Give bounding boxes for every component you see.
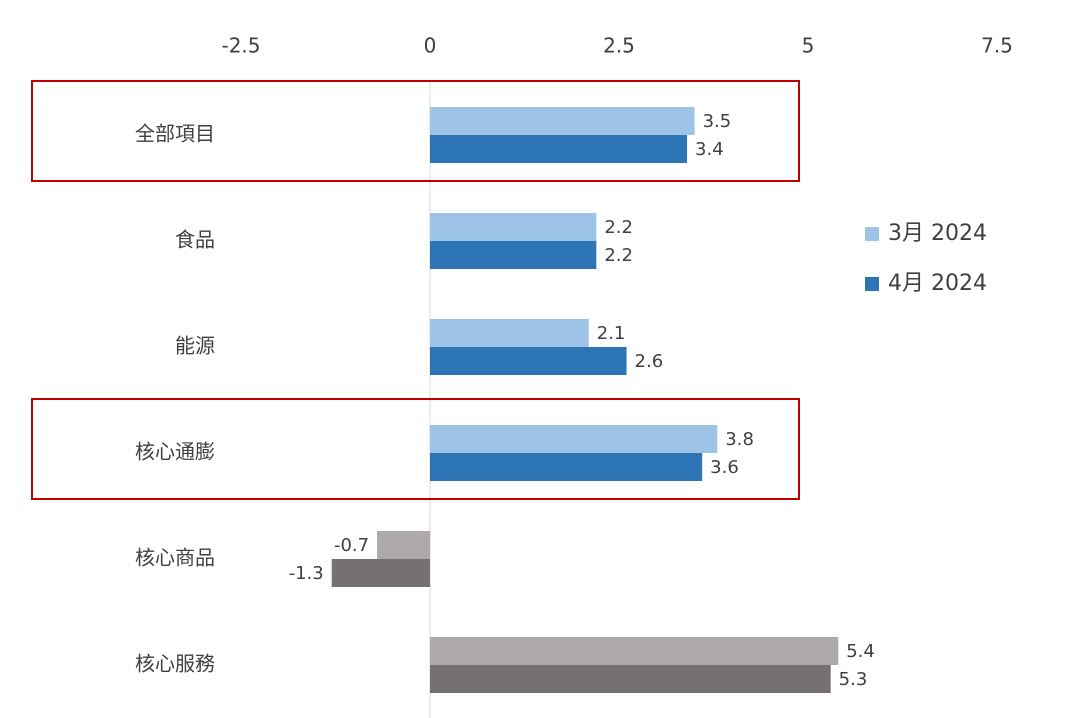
value-label: 2.2	[604, 245, 633, 266]
y-tick-label: 全部項目	[135, 122, 215, 146]
bar	[331, 559, 430, 587]
legend-label: 4月 2024	[888, 271, 987, 296]
value-label: 3.6	[710, 457, 739, 478]
bar	[430, 453, 703, 481]
value-label: -0.7	[334, 535, 369, 556]
x-tick-label: 7.5	[981, 34, 1013, 58]
bar	[430, 637, 839, 665]
y-tick-label: 核心商品	[135, 546, 215, 570]
bar	[430, 425, 718, 453]
bar	[430, 347, 627, 375]
y-tick-label: 食品	[175, 228, 215, 252]
value-label: 3.4	[695, 139, 724, 160]
value-label: 3.8	[725, 429, 754, 450]
value-label: 2.1	[597, 323, 626, 344]
value-label: -1.3	[289, 563, 324, 584]
value-label: 3.5	[703, 111, 732, 132]
y-tick-label: 能源	[175, 334, 215, 358]
y-tick-label: 核心通膨	[135, 440, 215, 464]
x-tick-label: 5	[802, 34, 815, 58]
value-label: 2.2	[604, 217, 633, 238]
legend-label: 3月 2024	[888, 221, 987, 246]
bar	[430, 319, 589, 347]
bar	[430, 213, 597, 241]
highlight-box	[31, 398, 800, 500]
bar	[430, 665, 831, 693]
value-label: 5.3	[839, 669, 868, 690]
bar	[430, 135, 688, 163]
legend-swatch	[865, 277, 879, 291]
highlight-box	[31, 80, 800, 182]
bar	[430, 107, 695, 135]
bar	[430, 241, 597, 269]
value-label: 2.6	[635, 351, 664, 372]
value-label: 5.4	[846, 641, 875, 662]
x-tick-label: 0	[424, 34, 437, 58]
x-tick-label: 2.5	[603, 34, 635, 58]
x-tick-label: -2.5	[221, 34, 260, 58]
y-tick-label: 核心服務	[135, 652, 215, 676]
legend-swatch	[865, 227, 879, 241]
bar	[377, 531, 430, 559]
